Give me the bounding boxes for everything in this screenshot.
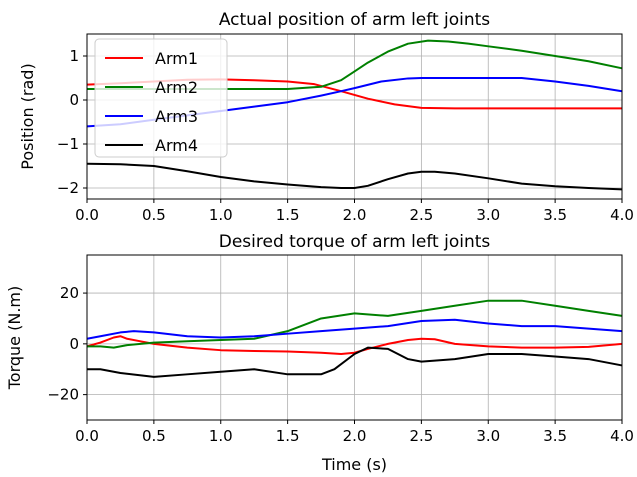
position-chart-ylabel: Position (rad) [18, 63, 37, 169]
torque-series-arm3 [86, 318, 623, 340]
position-ytick-label: 0 [69, 91, 79, 109]
torque-xtick-label: 0.5 [142, 427, 166, 445]
position-xtick-label: 0.0 [75, 206, 99, 224]
position-chart-title: Actual position of arm left joints [219, 10, 490, 30]
legend-label-arm3: Arm3 [155, 107, 198, 126]
torque-ytick-label: −20 [47, 386, 79, 404]
legend: Arm1 Arm2 Arm3 Arm4 [94, 38, 228, 158]
legend-label-arm4: Arm4 [155, 136, 198, 155]
torque-chart-ylabel: Torque (N.m) [5, 286, 24, 391]
torque-chart-xlabel: Time (s) [321, 455, 387, 474]
torque-xtick-label: 3.5 [543, 427, 567, 445]
position-xtick-label: 4.0 [610, 206, 634, 224]
position-xtick-label: 3.5 [543, 206, 567, 224]
position-ytick-label: −1 [57, 135, 79, 153]
torque-series-arm2 [87, 299, 623, 349]
torque-xtick-label: 0.0 [75, 427, 99, 445]
torque-ytick-label: 20 [60, 284, 79, 302]
torque-series-arm1 [86, 335, 623, 355]
position-xtick-label: 2.5 [409, 206, 433, 224]
position-ytick-label: 1 [69, 47, 79, 65]
legend-label-arm2: Arm2 [155, 78, 198, 97]
torque-xtick-label: 2.5 [409, 427, 433, 445]
position-xtick-label: 0.5 [142, 206, 166, 224]
position-xtick-label: 1.5 [276, 206, 300, 224]
legend-box [94, 38, 228, 158]
position-xtick-label: 3.0 [476, 206, 500, 224]
position-xtick-label: 1.0 [209, 206, 233, 224]
torque-ytick-label: 0 [69, 335, 79, 353]
legend-label-arm1: Arm1 [155, 49, 198, 68]
torque-xtick-label: 2.0 [343, 427, 367, 445]
position-chart: 0.0 0.5 1.0 1.5 2.0 2.5 3.0 3.5 4.010−1−2Arm1Arm… [18, 10, 634, 224]
torque-xtick-label: 1.0 [209, 427, 233, 445]
torque-chart-title: Desired torque of arm left joints [219, 232, 491, 252]
torque-chart: 0.0 0.5 1.0 1.5 2.0 2.5 3.0 3.5 4.0 20 0 −20 Desired… [5, 232, 634, 474]
position-series-arm4 [86, 162, 623, 191]
torque-xtick-label: 4.0 [610, 427, 634, 445]
torque-xtick-label: 1.5 [276, 427, 300, 445]
position-xtick-label: 2.0 [343, 206, 367, 224]
torque-series-arm4 [87, 346, 623, 378]
position-ytick-label: −2 [57, 179, 79, 197]
position-series-arm2 [87, 39, 623, 90]
torque-xtick-label: 3.0 [476, 427, 500, 445]
